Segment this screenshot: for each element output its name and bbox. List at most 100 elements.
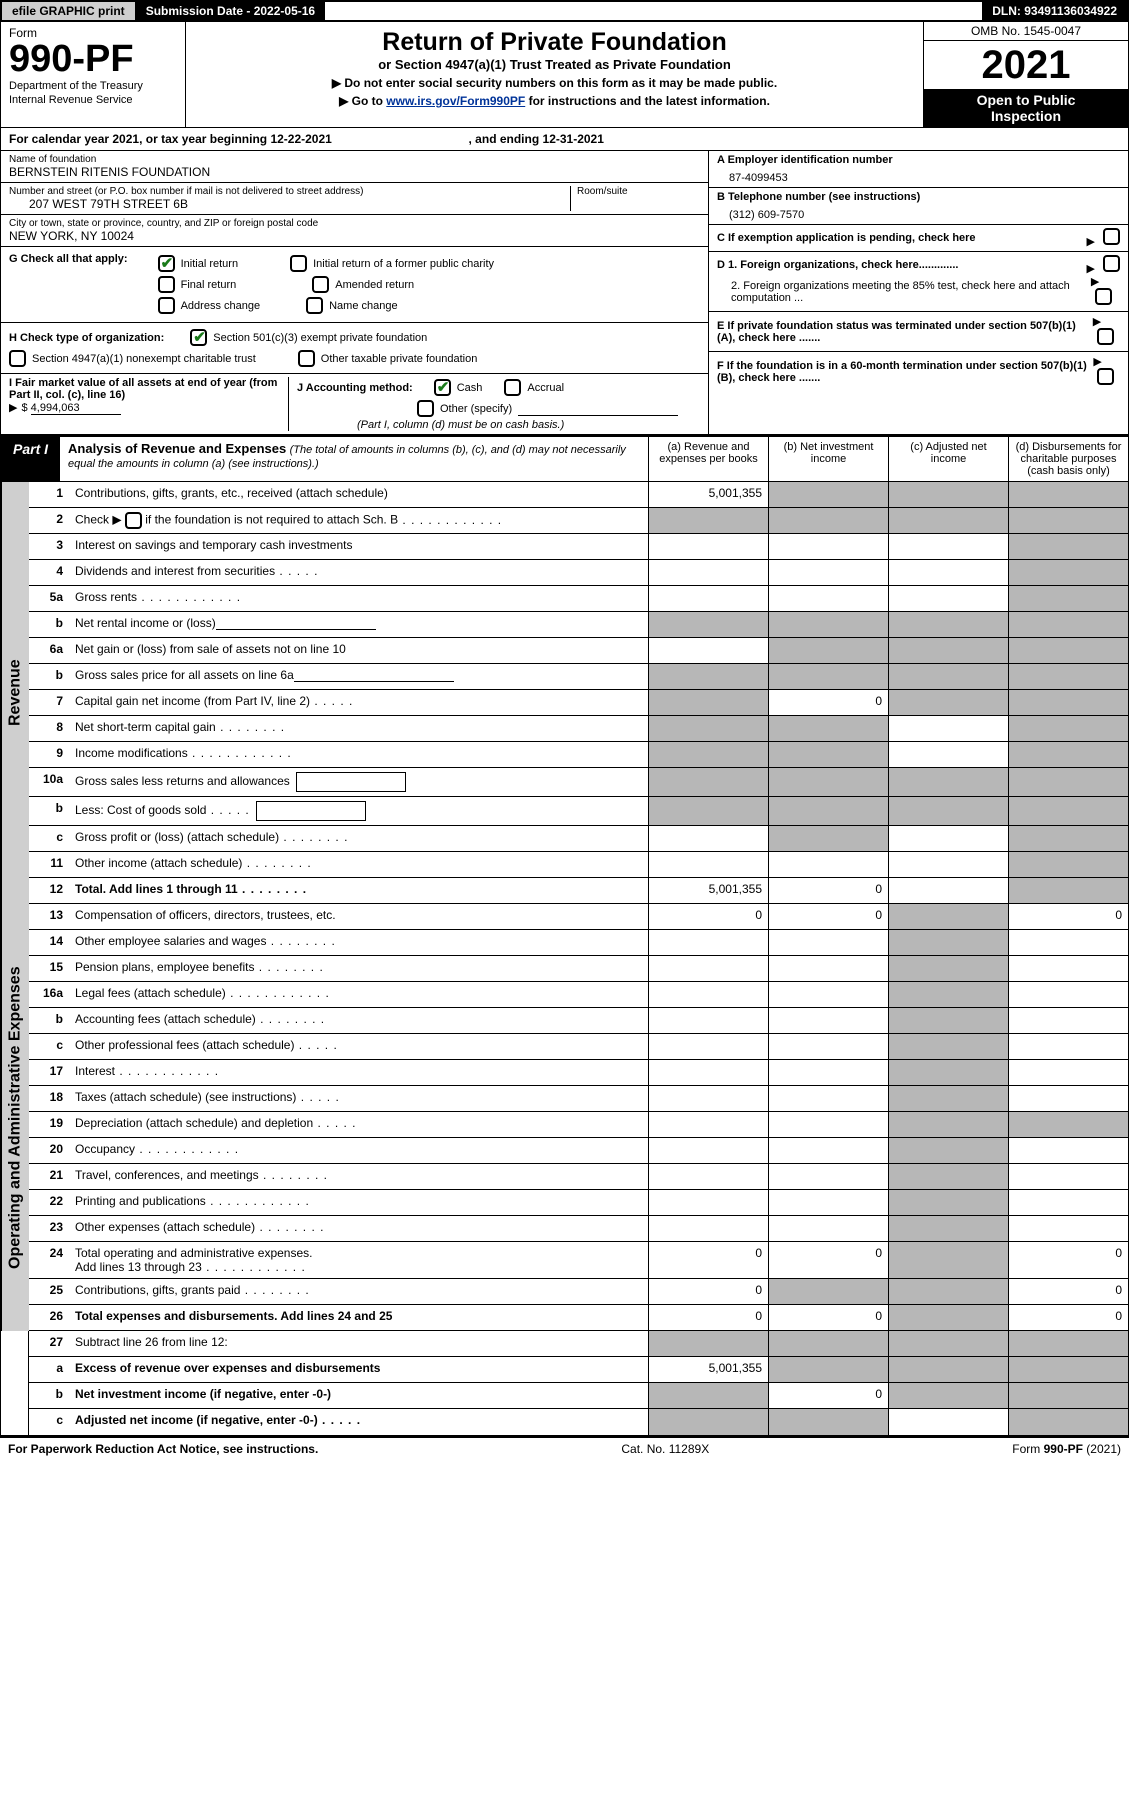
checkbox-cash[interactable] — [434, 379, 451, 396]
form-title: Return of Private Foundation — [196, 28, 913, 57]
fmv-value: 4,994,063 — [31, 402, 121, 415]
line-10c: cGross profit or (loss) (attach schedule… — [29, 826, 1128, 852]
line-6b: bGross sales price for all assets on lin… — [29, 664, 1128, 690]
footer: For Paperwork Reduction Act Notice, see … — [0, 1436, 1129, 1460]
line-5b: bNet rental income or (loss) — [29, 612, 1128, 638]
ssn-warning: Do not enter social security numbers on … — [196, 76, 913, 90]
line-8: 8Net short-term capital gain — [29, 716, 1128, 742]
line-9: 9Income modifications — [29, 742, 1128, 768]
line-5a: 5aGross rents — [29, 586, 1128, 612]
part1-tag: Part I — [1, 437, 60, 481]
cat-number: Cat. No. 11289X — [621, 1442, 709, 1456]
line-25: 25Contributions, gifts, grants paid00 — [29, 1279, 1128, 1305]
line-3: 3Interest on savings and temporary cash … — [29, 534, 1128, 560]
line-26: 26Total expenses and disbursements. Add … — [29, 1305, 1128, 1331]
tax-year: 2021 — [924, 41, 1128, 89]
ein-cell: A Employer identification number 87-4099… — [709, 151, 1128, 188]
line-4: 4Dividends and interest from securities — [29, 560, 1128, 586]
line-19: 19Depreciation (attach schedule) and dep… — [29, 1112, 1128, 1138]
net-table: 27Subtract line 26 from line 12: aExcess… — [0, 1331, 1129, 1436]
revenue-label: Revenue — [1, 482, 29, 904]
section-c: C If exemption application is pending, c… — [709, 225, 1128, 252]
line-16b: bAccounting fees (attach schedule) — [29, 1008, 1128, 1034]
line-27b: bNet investment income (if negative, ent… — [29, 1383, 1128, 1409]
foundation-name-cell: Name of foundation BERNSTEIN RITENIS FOU… — [1, 151, 708, 183]
checkbox-final-return[interactable] — [158, 276, 175, 293]
city-cell: City or town, state or province, country… — [1, 215, 708, 247]
line-24: 24Total operating and administrative exp… — [29, 1242, 1128, 1279]
revenue-table: Revenue 1Contributions, gifts, grants, e… — [0, 482, 1129, 904]
line-17: 17Interest — [29, 1060, 1128, 1086]
col-d-header: (d) Disbursements for charitable purpose… — [1008, 437, 1128, 481]
paperwork-notice: For Paperwork Reduction Act Notice, see … — [8, 1442, 318, 1456]
line-27a: aExcess of revenue over expenses and dis… — [29, 1357, 1128, 1383]
line-22: 22Printing and publications — [29, 1190, 1128, 1216]
checkbox-amended[interactable] — [312, 276, 329, 293]
form-ref: Form 990-PF (2021) — [1012, 1442, 1121, 1456]
line-16c: cOther professional fees (attach schedul… — [29, 1034, 1128, 1060]
line-16a: 16aLegal fees (attach schedule) — [29, 982, 1128, 1008]
form-header: Form 990-PF Department of the Treasury I… — [0, 22, 1129, 128]
line-2: 2Check ▶ if the foundation is not requir… — [29, 508, 1128, 534]
checkbox-schb[interactable] — [125, 512, 142, 529]
efile-button[interactable]: efile GRAPHIC print — [2, 2, 136, 20]
form-id-block: Form 990-PF Department of the Treasury I… — [1, 22, 186, 127]
line-11: 11Other income (attach schedule) — [29, 852, 1128, 878]
calendar-year-row: For calendar year 2021, or tax year begi… — [0, 128, 1129, 151]
line-20: 20Occupancy — [29, 1138, 1128, 1164]
part1-header: Part I Analysis of Revenue and Expenses … — [0, 435, 1129, 482]
checkbox-501c3[interactable] — [190, 329, 207, 346]
entity-info: Name of foundation BERNSTEIN RITENIS FOU… — [0, 151, 1129, 435]
line-21: 21Travel, conferences, and meetings — [29, 1164, 1128, 1190]
checkbox-initial-return[interactable] — [158, 255, 175, 272]
checkbox-accrual[interactable] — [504, 379, 521, 396]
checkbox-d2[interactable] — [1095, 288, 1112, 305]
open-public: Open to PublicInspection — [924, 89, 1128, 127]
instructions-link[interactable]: www.irs.gov/Form990PF — [386, 94, 525, 108]
section-g: G Check all that apply: Initial returnIn… — [1, 247, 708, 323]
form-number: 990-PF — [9, 40, 177, 78]
line-10a: 10aGross sales less returns and allowanc… — [29, 768, 1128, 797]
line-12: 12Total. Add lines 1 through 115,001,355… — [29, 878, 1128, 904]
section-h: H Check type of organization:Section 501… — [1, 323, 708, 374]
dept-irs: Internal Revenue Service — [9, 94, 177, 106]
checkbox-d1[interactable] — [1103, 255, 1120, 272]
checkbox-c[interactable] — [1103, 228, 1120, 245]
line-10b: bLess: Cost of goods sold — [29, 797, 1128, 826]
dept-treasury: Department of the Treasury — [9, 80, 177, 92]
checkbox-f[interactable] — [1097, 368, 1114, 385]
checkbox-address-change[interactable] — [158, 297, 175, 314]
line-7: 7Capital gain net income (from Part IV, … — [29, 690, 1128, 716]
phone-cell: B Telephone number (see instructions) (3… — [709, 188, 1128, 225]
checkbox-e[interactable] — [1097, 328, 1114, 345]
checkbox-other-taxable[interactable] — [298, 350, 315, 367]
col-b-header: (b) Net investment income — [768, 437, 888, 481]
top-bar: efile GRAPHIC print Submission Date - 20… — [0, 0, 1129, 22]
expenses-label: Operating and Administrative Expenses — [1, 904, 29, 1331]
submission-date: Submission Date - 2022-05-16 — [136, 2, 325, 20]
line-27: 27Subtract line 26 from line 12: — [29, 1331, 1128, 1357]
section-f: F If the foundation is in a 60-month ter… — [709, 352, 1128, 391]
section-ij: I Fair market value of all assets at end… — [1, 374, 708, 434]
omb-number: OMB No. 1545-0047 — [924, 22, 1128, 41]
address-cell: Number and street (or P.O. box number if… — [1, 183, 708, 215]
section-e: E If private foundation status was termi… — [709, 312, 1128, 352]
checkbox-other-method[interactable] — [417, 400, 434, 417]
checkbox-4947[interactable] — [9, 350, 26, 367]
col-a-header: (a) Revenue and expenses per books — [648, 437, 768, 481]
checkbox-initial-public[interactable] — [290, 255, 307, 272]
year-block: OMB No. 1545-0047 2021 Open to PublicIns… — [923, 22, 1128, 127]
checkbox-name-change[interactable] — [306, 297, 323, 314]
part1-desc: Analysis of Revenue and Expenses (The to… — [60, 437, 648, 481]
expenses-table: Operating and Administrative Expenses 13… — [0, 904, 1129, 1331]
line-13: 13Compensation of officers, directors, t… — [29, 904, 1128, 930]
line-14: 14Other employee salaries and wages — [29, 930, 1128, 956]
dln: DLN: 93491136034922 — [982, 2, 1127, 20]
form-title-block: Return of Private Foundation or Section … — [186, 22, 923, 127]
line-6a: 6aNet gain or (loss) from sale of assets… — [29, 638, 1128, 664]
line-1: 1Contributions, gifts, grants, etc., rec… — [29, 482, 1128, 508]
line-15: 15Pension plans, employee benefits — [29, 956, 1128, 982]
line-18: 18Taxes (attach schedule) (see instructi… — [29, 1086, 1128, 1112]
col-c-header: (c) Adjusted net income — [888, 437, 1008, 481]
section-d: D 1. Foreign organizations, check here..… — [709, 252, 1128, 312]
